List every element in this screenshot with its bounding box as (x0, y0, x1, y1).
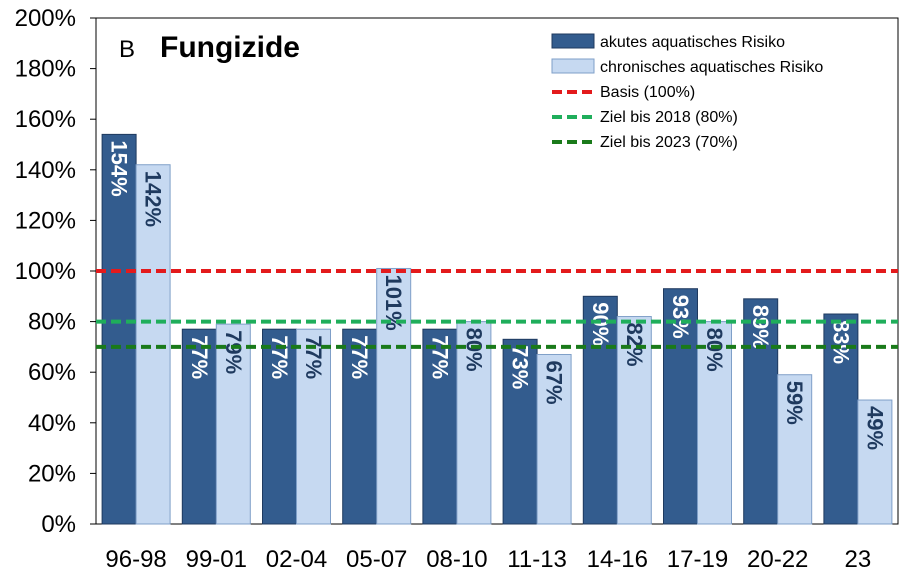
bar-acute (743, 298, 779, 525)
x-tick-label: 11-13 (507, 546, 567, 573)
y-tick-label: 60% (28, 359, 76, 386)
y-tick-label: 180% (15, 56, 76, 83)
data-label: 89% (748, 305, 773, 349)
y-tick-label: 20% (28, 460, 76, 487)
data-label: 142% (141, 171, 166, 227)
x-tick-label: 20-22 (747, 546, 808, 573)
legend-label: akutes aquatisches Risiko (600, 34, 785, 51)
data-label: 77% (267, 335, 292, 379)
x-tick-label: 14-16 (587, 546, 648, 573)
x-tick-label: 08-10 (426, 546, 487, 573)
legend-swatch (551, 33, 595, 49)
x-tick-label: 96-98 (105, 546, 166, 573)
y-tick-label: 140% (15, 157, 76, 184)
legend-swatch (551, 58, 595, 74)
bar-chronic (215, 323, 251, 525)
bar-acute (502, 338, 538, 525)
bar-chronic (135, 164, 171, 525)
data-label: 82% (622, 323, 647, 367)
bar-acute (262, 328, 297, 525)
bar-acute (181, 328, 217, 525)
bar-chronic (536, 353, 572, 525)
y-tick-label: 40% (28, 410, 76, 437)
data-label: 77% (301, 335, 326, 379)
y-tick-label: 160% (15, 106, 76, 133)
chart-title: Fungizide (160, 31, 300, 64)
bar-acute (582, 295, 618, 525)
x-tick-label: 23 (845, 546, 872, 573)
bar-chronic (456, 321, 492, 525)
panel-letter: B (119, 36, 135, 63)
y-tick-label: 100% (15, 258, 76, 285)
data-label: 49% (862, 406, 887, 450)
x-tick-label: 02-04 (266, 546, 327, 573)
legend-label: chronisches aquatisches Risiko (600, 59, 823, 76)
bar-acute (101, 133, 137, 525)
data-label: 73% (508, 345, 533, 389)
data-label: 77% (427, 335, 452, 379)
y-tick-label: 200% (15, 5, 76, 32)
bar-acute (422, 328, 458, 525)
data-label: 90% (588, 302, 613, 346)
data-label: 154% (107, 140, 132, 196)
x-tick-label: 05-07 (346, 546, 407, 573)
legend-label: Basis (100%) (600, 84, 695, 101)
bar-chronic (296, 328, 331, 525)
y-tick-label: 0% (41, 511, 76, 538)
data-label: 80% (702, 328, 727, 372)
bar-acute (663, 288, 698, 525)
data-label: 80% (461, 328, 486, 372)
data-label: 79% (221, 330, 246, 374)
y-tick-label: 80% (28, 309, 76, 336)
data-label: 77% (347, 335, 372, 379)
y-tick-label: 120% (15, 207, 76, 234)
legend-label: Ziel bis 2023 (70%) (600, 134, 738, 151)
bar-chronic (857, 399, 893, 525)
data-label: 83% (828, 320, 853, 364)
bar-chronic (777, 374, 813, 525)
bar-chronic (376, 267, 412, 525)
data-label: 77% (187, 335, 212, 379)
data-label: 59% (782, 381, 807, 425)
bar-chronic (616, 316, 652, 525)
bar-acute (823, 313, 859, 525)
data-label: 93% (668, 295, 693, 339)
x-tick-label: 17-19 (667, 546, 728, 573)
x-tick-label: 99-01 (186, 546, 247, 573)
bar-chronic (697, 321, 732, 525)
data-label: 67% (542, 360, 567, 404)
legend-label: Ziel bis 2018 (80%) (600, 109, 738, 126)
